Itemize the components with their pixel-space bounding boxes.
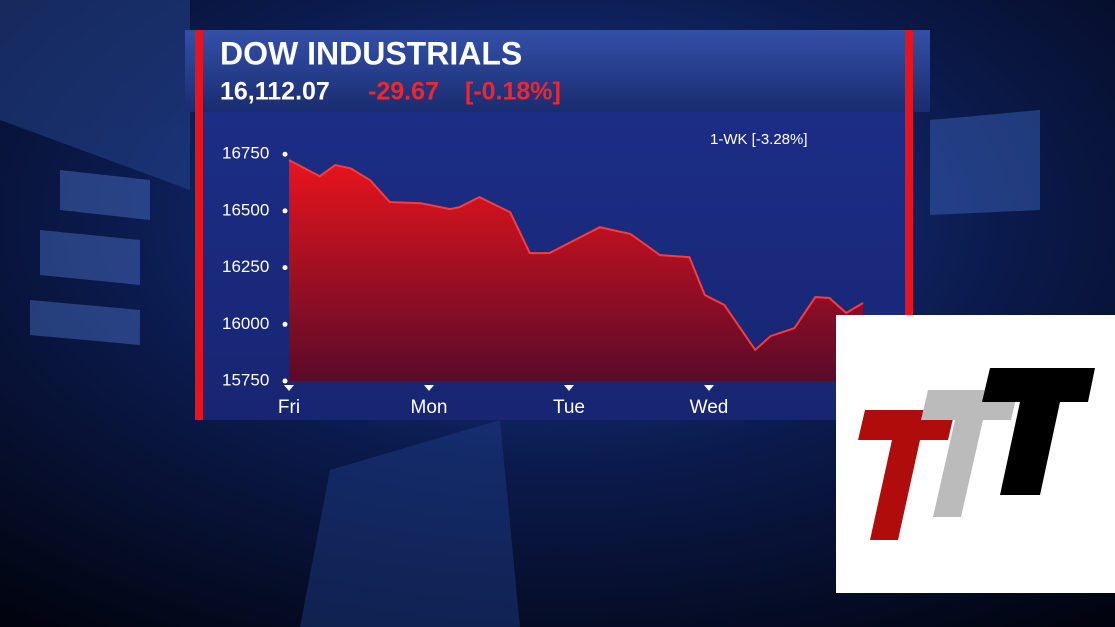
y-tick-mark: [282, 151, 288, 157]
y-tick-label: 16750: [222, 144, 269, 163]
period-annotation: 1-WK [-3.28%]: [710, 131, 808, 148]
index-price: 16,112.07: [220, 78, 330, 106]
y-tick-mark: [282, 265, 288, 271]
right-accent: [905, 30, 913, 420]
x-tick-mark: [424, 385, 434, 391]
logo-t-black: [982, 368, 1095, 495]
y-tick-label: 16000: [222, 314, 269, 333]
area: [289, 160, 863, 381]
x-tick-label: Wed: [690, 397, 729, 418]
y-tick-label: 16250: [222, 257, 269, 276]
logo: [836, 315, 1115, 593]
y-tick-mark: [282, 378, 288, 384]
x-tick-mark: [704, 385, 714, 391]
x-tick-label: Mon: [411, 397, 448, 418]
index-change-pct: [-0.18%]: [465, 78, 561, 106]
y-tick-mark: [282, 321, 288, 327]
x-tick-label: Tue: [553, 397, 585, 418]
index-change: -29.67: [368, 78, 439, 106]
y-tick-mark: [282, 208, 288, 214]
logo-t-red: [858, 410, 955, 540]
studio-decor: [0, 0, 1040, 627]
index-title: DOW INDUSTRIALS: [220, 35, 522, 71]
x-tick-mark: [284, 385, 294, 391]
logo-box: [836, 315, 1115, 593]
area-edge: [288, 159, 864, 352]
x-tick-mark: [564, 385, 574, 391]
x-tick-label: Fri: [278, 397, 300, 418]
y-tick-label: 15750: [222, 370, 269, 389]
logo-t-gray: [921, 390, 1018, 517]
header-panel: [185, 30, 930, 112]
left-accent: [195, 30, 203, 420]
y-tick-label: 16500: [222, 200, 269, 219]
plot: 16750 16500 16250 16000 15750 Fri Mon Tue Wed: [222, 144, 864, 418]
